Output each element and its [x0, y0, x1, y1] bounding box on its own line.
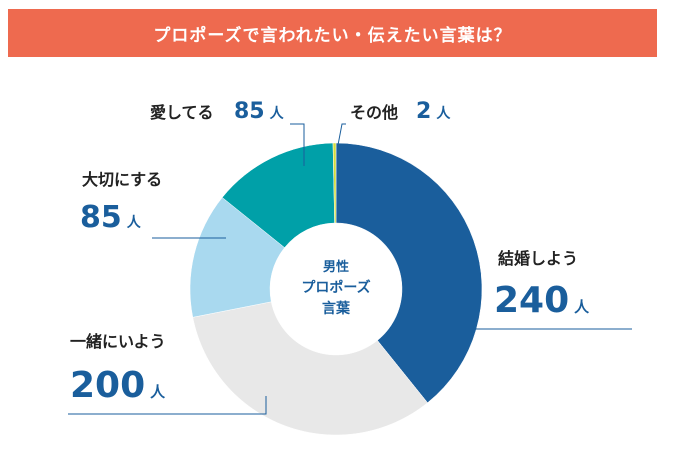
center-label-line1: 男性 [323, 259, 349, 275]
center-label-line3: 言葉 [322, 300, 351, 317]
slice-label-unit-3: 人 [270, 105, 285, 122]
center-label-line2: プロポーズ [301, 279, 370, 296]
chart-title-banner: プロポーズで言われたい・伝えたい言葉は？ [8, 9, 657, 57]
donut-slice-4 [332, 142, 337, 224]
donut-slice-1 [192, 301, 428, 436]
center-label: 男性 プロポーズ 言葉 [301, 259, 370, 317]
leader-line-1 [68, 396, 267, 415]
donut-slices [189, 142, 483, 436]
slice-label-unit-1: 人 [150, 383, 166, 401]
slice-label-name-3: 愛してる [150, 103, 214, 122]
slice-label-value-0: 240 人 [494, 280, 590, 321]
slice-label-name-1: 一緒にいよう [70, 332, 166, 351]
slice-label-value-1: 200 人 [70, 365, 166, 406]
donut-slice-0 [335, 142, 483, 404]
slice-label-unit-4: 人 [436, 105, 451, 122]
slice-label-unit-0: 人 [574, 298, 590, 316]
slice-label-name-0: 結婚しよう [498, 249, 578, 268]
leader-line-4 [337, 123, 346, 146]
slice-label-name-2: 大切にする [82, 170, 162, 189]
slice-label-value-3: 85 人 [234, 99, 285, 124]
slice-label-value-2: 85 人 [80, 200, 142, 235]
leader-line-3 [290, 123, 305, 166]
leader-lines [68, 123, 632, 415]
slice-label-unit-2: 人 [127, 214, 142, 231]
slice-label-name-4: その他 [350, 103, 398, 122]
